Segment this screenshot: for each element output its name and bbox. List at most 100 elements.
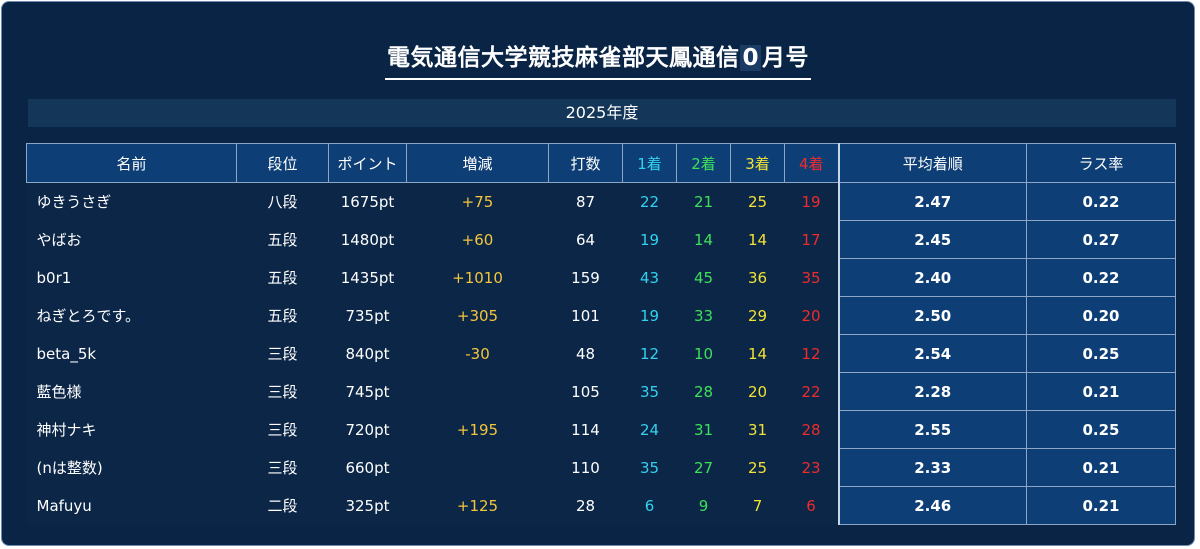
fourth-place-count: 12	[784, 334, 839, 373]
points-value: 1435pt	[328, 258, 407, 297]
column-header-third: 3着	[730, 143, 785, 183]
average-rank: 2.33	[837, 448, 1027, 487]
player-name: ゆきうさぎ	[26, 182, 237, 221]
games-count: 101	[548, 296, 623, 335]
first-place-count: 35	[622, 372, 677, 411]
table-header-row: 名前 段位 ポイント 増減 打数 1着 2着 3着 4着 平均着順 ラス率	[26, 143, 1176, 183]
column-header-last-rate: ラス率	[1026, 143, 1176, 183]
points-value: 1480pt	[328, 220, 407, 259]
games-count: 110	[548, 448, 623, 487]
first-place-count: 35	[622, 448, 677, 487]
points-value: 1675pt	[328, 182, 407, 221]
first-place-count: 19	[622, 296, 677, 335]
title-prefix: 電気通信大学競技麻雀部天鳳通信	[386, 45, 740, 71]
column-header-second: 2着	[676, 143, 731, 183]
fourth-place-count: 35	[784, 258, 839, 297]
third-place-count: 20	[730, 372, 785, 411]
games-count: 105	[548, 372, 623, 411]
first-place-count: 24	[622, 410, 677, 449]
dan-rank: 三段	[236, 334, 329, 373]
player-name: やばお	[26, 220, 237, 259]
column-header-fourth: 4着	[784, 143, 839, 183]
points-change: +305	[406, 296, 549, 335]
last-place-rate: 0.22	[1026, 182, 1176, 221]
games-count: 28	[548, 486, 623, 525]
third-place-count: 25	[730, 182, 785, 221]
third-place-count: 36	[730, 258, 785, 297]
player-name: Mafuyu	[26, 486, 237, 525]
table-row: ねぎとろです。 五段 735pt +305 101 19 33 29 20 2.50 0.20	[26, 296, 1176, 335]
third-place-count: 14	[730, 334, 785, 373]
points-change: +60	[406, 220, 549, 259]
table-row: やばお 五段 1480pt +60 64 19 14 14 17 2.45 0.27	[26, 220, 1176, 259]
table-row: 藍色様 三段 745pt 105 35 28 20 22 2.28 0.21	[26, 372, 1176, 411]
average-rank: 2.47	[837, 182, 1027, 221]
table-row: 神村ナキ 三段 720pt +195 114 24 31 31 28 2.55 0.25	[26, 410, 1176, 449]
points-change	[406, 372, 549, 411]
last-place-rate: 0.21	[1026, 486, 1176, 525]
column-header-change: 増減	[406, 143, 549, 183]
second-place-count: 45	[676, 258, 731, 297]
games-count: 87	[548, 182, 623, 221]
points-value: 720pt	[328, 410, 407, 449]
table-row: (nは整数) 三段 660pt 110 35 27 25 23 2.33 0.21	[26, 448, 1176, 487]
table-row: ゆきうさぎ 八段 1675pt +75 87 22 21 25 19 2.47 0.22	[26, 182, 1176, 221]
second-place-count: 21	[676, 182, 731, 221]
player-name: (nは整数)	[26, 448, 237, 487]
ranking-table: 名前 段位 ポイント 増減 打数 1着 2着 3着 4着 平均着順 ラス率 ゆき…	[26, 143, 1176, 525]
third-place-count: 7	[730, 486, 785, 525]
player-name: 藍色様	[26, 372, 237, 411]
table-row: b0r1 五段 1435pt +1010 159 43 45 36 35 2.40 0.22	[26, 258, 1176, 297]
player-name: beta_5k	[26, 334, 237, 373]
second-place-count: 31	[676, 410, 731, 449]
fourth-place-count: 6	[784, 486, 839, 525]
points-value: 735pt	[328, 296, 407, 335]
last-place-rate: 0.21	[1026, 448, 1176, 487]
third-place-count: 31	[730, 410, 785, 449]
average-rank: 2.40	[837, 258, 1027, 297]
title-suffix: 月号	[762, 45, 809, 71]
average-rank: 2.28	[837, 372, 1027, 411]
table-row: beta_5k 三段 840pt -30 48 12 10 14 12 2.54 0.25	[26, 334, 1176, 373]
last-place-rate: 0.25	[1026, 334, 1176, 373]
dan-rank: 二段	[236, 486, 329, 525]
column-header-points: ポイント	[328, 143, 407, 183]
fourth-place-count: 17	[784, 220, 839, 259]
third-place-count: 25	[730, 448, 785, 487]
last-place-rate: 0.27	[1026, 220, 1176, 259]
last-place-rate: 0.25	[1026, 410, 1176, 449]
second-place-count: 14	[676, 220, 731, 259]
column-header-dan: 段位	[236, 143, 329, 183]
fourth-place-count: 23	[784, 448, 839, 487]
dan-rank: 三段	[236, 410, 329, 449]
column-header-first: 1着	[622, 143, 677, 183]
title-month-number: 0	[740, 45, 761, 71]
points-change: +195	[406, 410, 549, 449]
points-change: +125	[406, 486, 549, 525]
points-change: -30	[406, 334, 549, 373]
dan-rank: 三段	[236, 448, 329, 487]
games-count: 48	[548, 334, 623, 373]
dan-rank: 五段	[236, 220, 329, 259]
dan-rank: 三段	[236, 372, 329, 411]
second-place-count: 10	[676, 334, 731, 373]
table-row: Mafuyu 二段 325pt +125 28 6 9 7 6 2.46 0.21	[26, 486, 1176, 525]
second-place-count: 28	[676, 372, 731, 411]
title-area: 電気通信大学競技麻雀部天鳳通信 0 月号	[2, 38, 1194, 80]
games-count: 159	[548, 258, 623, 297]
column-header-games: 打数	[548, 143, 623, 183]
dan-rank: 五段	[236, 258, 329, 297]
points-value: 840pt	[328, 334, 407, 373]
average-rank: 2.45	[837, 220, 1027, 259]
points-change: +1010	[406, 258, 549, 297]
points-value: 745pt	[328, 372, 407, 411]
fourth-place-count: 22	[784, 372, 839, 411]
player-name: ねぎとろです。	[26, 296, 237, 335]
points-value: 325pt	[328, 486, 407, 525]
player-name: 神村ナキ	[26, 410, 237, 449]
points-change	[406, 448, 549, 487]
average-rank: 2.50	[837, 296, 1027, 335]
second-place-count: 33	[676, 296, 731, 335]
fourth-place-count: 19	[784, 182, 839, 221]
average-rank: 2.54	[837, 334, 1027, 373]
